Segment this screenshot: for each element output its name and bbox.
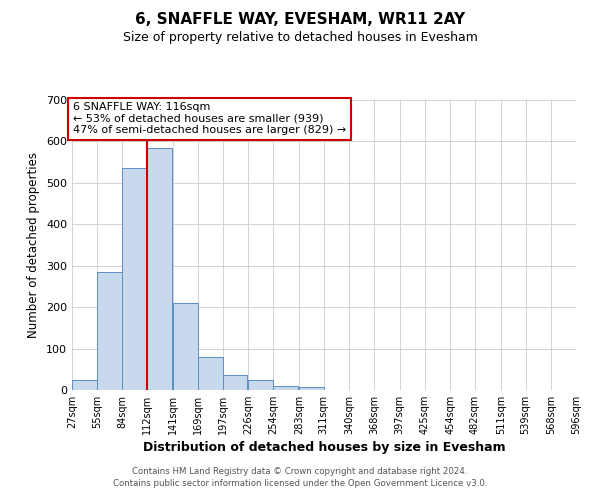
Bar bbox=[248, 380, 273, 390]
Bar bbox=[198, 357, 223, 390]
Bar bbox=[223, 374, 247, 390]
X-axis label: Distribution of detached houses by size in Evesham: Distribution of detached houses by size … bbox=[143, 441, 505, 454]
Bar bbox=[97, 272, 122, 390]
Bar bbox=[173, 303, 198, 390]
Text: Contains HM Land Registry data © Crown copyright and database right 2024.: Contains HM Land Registry data © Crown c… bbox=[132, 467, 468, 476]
Text: 6 SNAFFLE WAY: 116sqm
← 53% of detached houses are smaller (939)
47% of semi-det: 6 SNAFFLE WAY: 116sqm ← 53% of detached … bbox=[73, 102, 346, 136]
Text: 6, SNAFFLE WAY, EVESHAM, WR11 2AY: 6, SNAFFLE WAY, EVESHAM, WR11 2AY bbox=[135, 12, 465, 28]
Bar bbox=[72, 380, 97, 390]
Bar bbox=[273, 386, 298, 390]
Text: Size of property relative to detached houses in Evesham: Size of property relative to detached ho… bbox=[122, 31, 478, 44]
Bar bbox=[299, 386, 323, 390]
Bar bbox=[147, 148, 172, 390]
Text: Contains public sector information licensed under the Open Government Licence v3: Contains public sector information licen… bbox=[113, 478, 487, 488]
Bar bbox=[122, 168, 147, 390]
Y-axis label: Number of detached properties: Number of detached properties bbox=[28, 152, 40, 338]
